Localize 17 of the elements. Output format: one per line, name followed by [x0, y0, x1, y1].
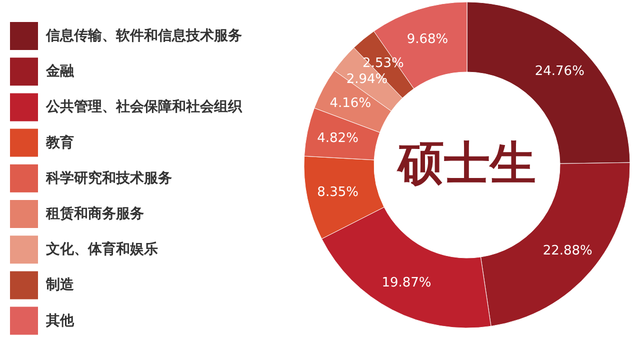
legend-label: 其他	[45, 312, 75, 329]
data-label: 9.68%	[406, 32, 448, 48]
data-label: 19.87%	[382, 275, 432, 290]
legend-label: 公共管理、社会保障和社会组织	[45, 98, 243, 116]
legend-label: 金融	[45, 64, 75, 80]
data-label: 4.16%	[330, 96, 372, 112]
legend-label: 文化、体育和娱乐	[45, 240, 158, 258]
legend-label: 教育	[45, 134, 74, 151]
text: 硕士生	[396, 136, 536, 190]
data-label: 4.82%	[317, 131, 358, 146]
data-label: 22.88%	[542, 243, 592, 258]
data-label: 24.76%	[534, 64, 584, 79]
data-label: 8.35%	[317, 185, 358, 200]
legend-label: 科学研究和技术服务	[45, 169, 172, 186]
legend-label: 制造	[45, 277, 75, 294]
legend-label: 租赁和商务服务	[45, 205, 144, 222]
legend-label: 信息传输、软件和信息技术服务	[45, 28, 242, 44]
